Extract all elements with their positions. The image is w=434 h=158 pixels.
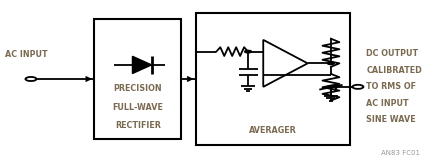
Bar xyxy=(94,19,181,139)
Polygon shape xyxy=(132,56,151,73)
Text: AVERAGER: AVERAGER xyxy=(249,126,296,135)
Text: CALIBRATED: CALIBRATED xyxy=(365,66,421,75)
Text: AC INPUT: AC INPUT xyxy=(365,99,408,108)
Circle shape xyxy=(244,50,251,53)
Bar xyxy=(195,13,349,145)
Text: PRECISION: PRECISION xyxy=(113,84,162,93)
Circle shape xyxy=(352,85,362,89)
Text: SINE WAVE: SINE WAVE xyxy=(365,115,415,124)
Text: DC OUTPUT: DC OUTPUT xyxy=(365,49,418,58)
Circle shape xyxy=(26,77,36,81)
Circle shape xyxy=(327,62,334,65)
Text: FULL-WAVE: FULL-WAVE xyxy=(112,103,163,112)
Circle shape xyxy=(327,86,334,88)
Text: RECTIFIER: RECTIFIER xyxy=(115,122,160,131)
Text: AC INPUT: AC INPUT xyxy=(5,50,48,59)
Text: TO RMS OF: TO RMS OF xyxy=(365,82,415,91)
Text: AN83 FC01: AN83 FC01 xyxy=(380,150,419,156)
